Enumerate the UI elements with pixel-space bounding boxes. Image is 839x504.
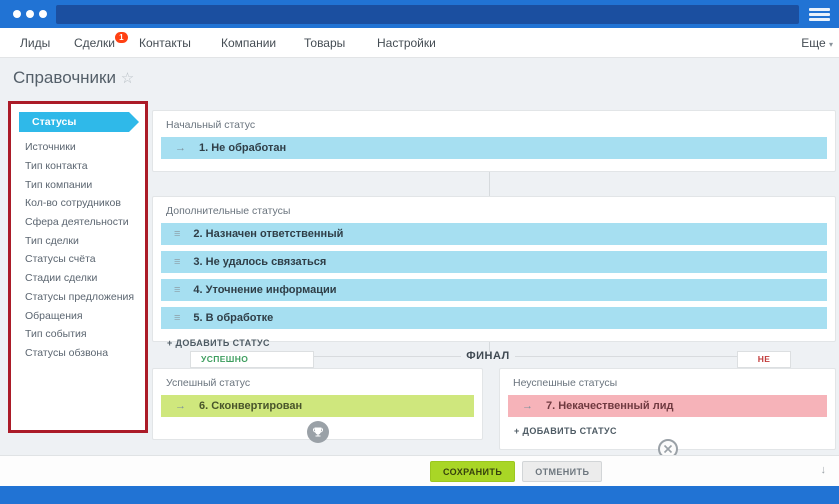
fail-statuses-panel: Неуспешные статусы → 7. Некачественный л… (499, 368, 836, 459)
tab-success[interactable]: УСПЕШНО (190, 351, 314, 368)
cancel-button[interactable]: ОТМЕНИТЬ (522, 461, 603, 482)
status-row-initial[interactable]: → 1. Не обработан (161, 137, 827, 159)
sidebar-highlight-box: Статусы Источники Тип контакта Тип компа… (8, 101, 148, 433)
additional-statuses-label: Дополнительные статусы (166, 205, 291, 217)
sidebar-list: Источники Тип контакта Тип компании Кол-… (11, 138, 145, 362)
status-text: 4. Уточнение информации (193, 284, 337, 296)
nav-tab-deals[interactable]: Сделки 1 (74, 28, 128, 58)
drag-handle-icon[interactable]: ≡ (174, 256, 181, 268)
additional-statuses-panel: Дополнительные статусы ≡ 2. Назначен отв… (152, 196, 836, 348)
nav-tab-companies[interactable]: Компании (221, 36, 277, 50)
status-text: 5. В обработке (193, 312, 274, 324)
nav-more-label: Еще (801, 36, 826, 50)
sidebar-item-deal-stages[interactable]: Стадии сделки (25, 272, 98, 285)
window-dot-icon (26, 10, 34, 18)
tab-not-success[interactable]: НЕ УСПЕШНО (737, 351, 791, 379)
footer-buttons: СОХРАНИТЬ ОТМЕНИТЬ (430, 461, 603, 482)
deals-count-badge: 1 (114, 32, 128, 43)
sidebar-item-statuses[interactable]: Статусы (19, 112, 139, 132)
drag-handle-icon[interactable]: ≡ (174, 284, 181, 296)
page-title: Справочники ☆ (13, 68, 134, 88)
status-text: 6. Сконвертирован (199, 400, 303, 412)
sidebar-item-industry[interactable]: Сфера деятельности (25, 216, 129, 229)
status-text: 3. Не удалось связаться (193, 256, 327, 268)
footer-action-bar: СОХРАНИТЬ ОТМЕНИТЬ ↓ (0, 455, 839, 486)
fail-statuses-label: Неуспешные статусы (513, 377, 618, 389)
status-row[interactable]: ≡ 5. В обработке (161, 307, 827, 329)
final-divider-line (313, 356, 461, 357)
initial-status-panel: Начальный статус → 1. Не обработан (152, 110, 836, 172)
status-row[interactable]: ≡ 2. Назначен ответственный (161, 223, 827, 245)
sidebar-item-call-status[interactable]: Статусы обзвона (25, 346, 109, 359)
nav-tab-settings[interactable]: Настройки (377, 36, 436, 50)
status-text: 7. Некачественный лид (546, 400, 674, 412)
nav-tab-leads[interactable]: Лиды (20, 36, 51, 50)
nav-tab-contacts[interactable]: Контакты (139, 36, 191, 50)
status-text: 2. Назначен ответственный (193, 228, 344, 240)
window-dot-icon (39, 10, 47, 18)
page-title-text: Справочники (13, 68, 116, 87)
sidebar-item-invoice-status[interactable]: Статусы счёта (25, 253, 96, 266)
save-button[interactable]: СОХРАНИТЬ (430, 461, 516, 482)
status-row[interactable]: ≡ 4. Уточнение информации (161, 279, 827, 301)
arrow-right-icon: → (175, 142, 186, 154)
pipeline-connector (489, 342, 490, 352)
scroll-down-icon[interactable]: ↓ (820, 464, 827, 476)
add-status-link[interactable]: + ДОБАВИТЬ СТАТУС (167, 338, 270, 348)
window-dot-icon (13, 10, 21, 18)
arrow-right-icon: → (522, 400, 533, 412)
chevron-down-icon: ▾ (828, 40, 833, 49)
hamburger-line (809, 8, 830, 11)
nav-more-menu[interactable]: Еще ▾ (801, 28, 833, 58)
sidebar-item-sources[interactable]: Источники (25, 141, 76, 154)
sidebar-item-requests[interactable]: Обращения (25, 309, 83, 322)
drag-handle-icon[interactable]: ≡ (174, 228, 181, 240)
address-bar[interactable] (56, 5, 799, 24)
bottom-blue-bar (0, 486, 839, 504)
status-row-fail[interactable]: → 7. Некачественный лид (508, 395, 827, 417)
main-nav: Лиды Сделки 1 Контакты Компании Товары Н… (0, 28, 839, 58)
final-divider-line (515, 356, 738, 357)
window-top-bar (0, 0, 839, 28)
sidebar-item-company-type[interactable]: Тип компании (25, 178, 93, 191)
success-status-label: Успешный статус (166, 377, 251, 389)
add-status-link[interactable]: + ДОБАВИТЬ СТАТУС (514, 426, 617, 436)
success-status-panel: Успешный статус → 6. Сконвертирован (152, 368, 483, 443)
pipeline-connector (489, 172, 490, 196)
favorite-star-icon[interactable]: ☆ (120, 70, 135, 87)
initial-status-label: Начальный статус (166, 119, 256, 131)
sidebar-item-deal-type[interactable]: Тип сделки (25, 234, 79, 247)
status-row[interactable]: ≡ 3. Не удалось связаться (161, 251, 827, 273)
drag-handle-icon[interactable]: ≡ (174, 312, 181, 324)
status-text: 1. Не обработан (199, 142, 287, 154)
sidebar-item-employee-count[interactable]: Кол-во сотрудников (25, 197, 121, 210)
sidebar-item-offer-status[interactable]: Статусы предложения (25, 290, 135, 303)
sidebar-item-event-type[interactable]: Тип события (25, 328, 87, 341)
trophy-icon (306, 421, 329, 443)
nav-tab-products[interactable]: Товары (304, 36, 346, 50)
arrow-right-icon: → (175, 400, 186, 412)
status-row-success[interactable]: → 6. Сконвертирован (161, 395, 474, 417)
hamburger-line (809, 18, 830, 21)
window-controls[interactable] (13, 10, 47, 18)
final-section-label: ФИНАЛ (466, 350, 510, 362)
sidebar-item-contact-type[interactable]: Тип контакта (25, 160, 88, 173)
nav-tab-deals-label: Сделки (74, 36, 115, 50)
menu-hamburger-icon[interactable] (809, 8, 830, 23)
hamburger-line (809, 13, 830, 16)
